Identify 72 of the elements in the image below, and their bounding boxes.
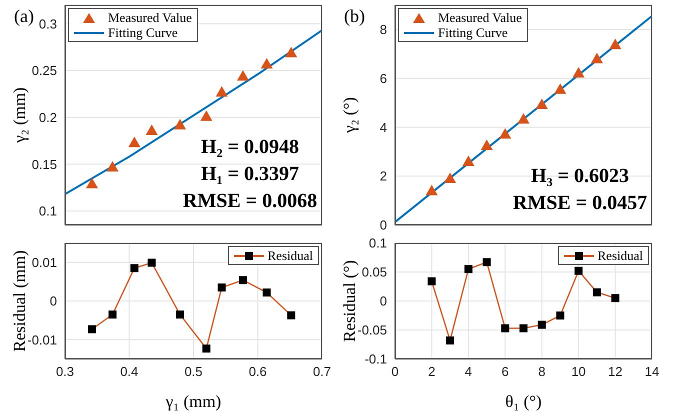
point: [174, 118, 186, 130]
x-tick-label: 8: [538, 364, 546, 380]
point: [444, 172, 456, 184]
point: [499, 128, 512, 139]
y-tick-label: 0.1: [38, 204, 57, 219]
x-tick-label: 0.7: [312, 364, 332, 380]
y-tick-label: -0.1: [364, 352, 387, 367]
text: (b): [344, 6, 365, 27]
y-tick-label: 0.15: [32, 156, 57, 172]
y-tick-label: 0.1: [368, 236, 387, 251]
x-tick-label: 6: [502, 364, 509, 380]
point: [462, 155, 474, 166]
y-tick-label: 0.05: [362, 264, 387, 280]
point: [536, 98, 548, 109]
x-tick-label: 0.6: [248, 364, 267, 380]
annotation: H₂ = 0.0948: [201, 136, 299, 159]
annotation: RMSE = 0.0068: [182, 190, 318, 213]
y-tick-label: 6: [380, 70, 387, 86]
legend-label: Fitting Curve: [438, 25, 508, 40]
text: (a): [14, 6, 34, 27]
x-axis-title: γ₁ (mm): [164, 392, 222, 411]
y-tick-label: -0.05: [357, 322, 387, 338]
y-axis-title: Residual (mm): [10, 250, 30, 352]
y-tick-label: 0.3: [38, 16, 57, 32]
y-tick-label: 0: [50, 294, 57, 309]
point: [285, 46, 298, 58]
point: [590, 52, 603, 64]
point: [128, 136, 140, 148]
point: [106, 160, 119, 172]
annotation: RMSE = 0.0457: [512, 192, 648, 215]
point: [260, 58, 273, 68]
x-tick-label: 10: [571, 364, 586, 380]
point: [609, 38, 622, 50]
x-tick-label: 0: [391, 364, 399, 380]
y-tick-label: 2: [380, 168, 387, 184]
annotation: H₁ = 0.3397: [201, 163, 299, 186]
y-tick-label: 4: [380, 120, 387, 135]
x-tick-label: 0.4: [120, 364, 138, 380]
x-tick-label: 12: [608, 364, 623, 380]
point: [572, 66, 585, 78]
y-axis-title: Residual (°): [340, 260, 360, 342]
point: [200, 110, 212, 121]
point: [518, 113, 530, 124]
annotation: H₃ = 0.6023: [531, 165, 629, 188]
y-axis-title: γ₂ (mm): [10, 87, 30, 144]
point: [236, 70, 249, 81]
point: [86, 178, 98, 188]
x-tick-label: 0.5: [184, 364, 203, 380]
legend-label: Measured Value: [438, 10, 522, 25]
line-series: [65, 29, 322, 196]
legend-label: Residual: [268, 248, 313, 263]
x-axis-title: θ₁ (°): [505, 392, 542, 411]
x-tick-label: 14: [644, 364, 660, 380]
y-tick-label: 8: [380, 22, 387, 38]
point: [216, 86, 228, 97]
legend-label: Fitting Curve: [108, 25, 178, 40]
y-tick-label: 0: [380, 294, 387, 309]
point: [554, 83, 566, 94]
x-tick-label: 4: [464, 364, 472, 380]
x-tick-label: 2: [428, 364, 436, 380]
y-tick-label: 0.25: [32, 63, 57, 78]
legend-label: Measured Value: [108, 10, 192, 25]
y-tick-label: 0: [380, 218, 387, 233]
point: [146, 124, 158, 135]
y-tick-label: 0.01: [32, 254, 57, 270]
point: [426, 184, 438, 196]
y-axis-title: γ₂ (°): [340, 97, 360, 134]
point: [480, 140, 493, 150]
y-tick-label: -0.01: [27, 332, 57, 348]
legend-label: Residual: [598, 248, 643, 263]
y-tick-label: 0.2: [38, 110, 57, 125]
x-tick-label: 0.3: [56, 364, 74, 380]
